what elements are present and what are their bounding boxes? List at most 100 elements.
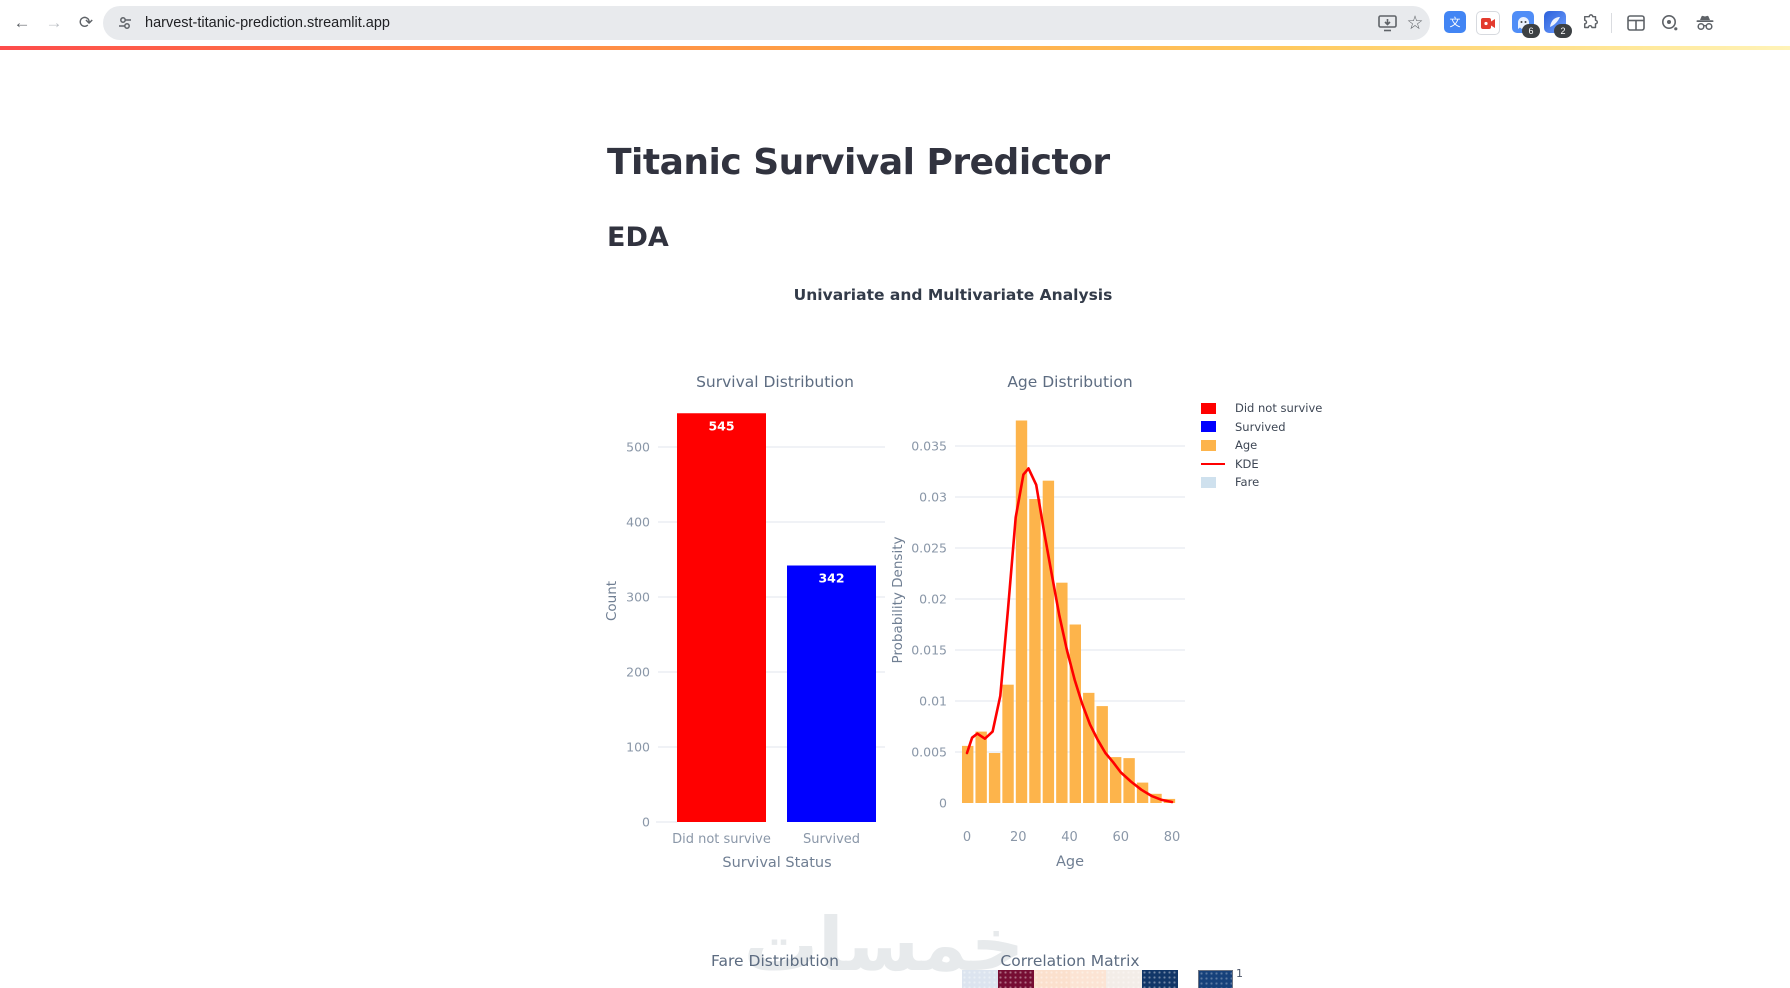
heatmap-cell: [1106, 970, 1142, 988]
legend-item: Did not survive: [1201, 399, 1322, 418]
y-tick-label: 0.01: [919, 694, 947, 709]
figure-suptitle: Univariate and Multivariate Analysis: [793, 286, 1113, 304]
age-hist-bar: [1029, 499, 1041, 803]
y-tick-label: 0.035: [911, 439, 947, 454]
age-hist-bar: [1109, 757, 1122, 803]
legend-label: Age: [1235, 438, 1258, 453]
bar-value-label: 545: [708, 418, 734, 433]
y-tick-label: 0.005: [911, 745, 947, 760]
legend-item: Age: [1201, 436, 1322, 455]
correlation-heatmap-top-row: [962, 970, 1178, 988]
y-tick-label: 0: [939, 796, 947, 811]
age-hist-bar: [962, 745, 974, 803]
bar-value-label: 342: [818, 571, 844, 586]
legend-item: KDE: [1201, 455, 1322, 474]
age-hist-bar: [1150, 793, 1162, 803]
survival-bar: [677, 413, 766, 822]
age-hist-bar: [1163, 798, 1176, 803]
legend-color-swatch: [1201, 402, 1216, 414]
incognito-profile-icon[interactable]: [1690, 8, 1720, 38]
y-tick-label: 300: [626, 590, 650, 605]
survival-bar: [787, 565, 876, 822]
y-tick-label: 0: [642, 815, 650, 830]
x-tick-label: 60: [1112, 830, 1129, 845]
legend-color-swatch: [1201, 439, 1216, 451]
y-tick-label: 100: [626, 740, 650, 755]
y-tick-label: 0.03: [919, 490, 947, 505]
y-tick-label: 0.02: [919, 592, 947, 607]
forward-button[interactable]: →: [40, 9, 68, 37]
toolbar-divider: [1611, 13, 1612, 33]
legend-label: Fare: [1235, 475, 1260, 490]
age-chart-title: Age Distribution: [1007, 373, 1132, 391]
survival-chart-title: Survival Distribution: [696, 373, 854, 391]
heatmap-colorbar: [1198, 970, 1233, 988]
watermark-text: خمسات: [743, 902, 1025, 988]
pink-ghost-extension-icon[interactable]: 6: [1512, 11, 1540, 38]
survival-xlabel: Survival Status: [722, 855, 831, 871]
age-hist-bar: [1042, 480, 1055, 803]
extensions-puzzle-icon[interactable]: [1576, 8, 1606, 38]
legend-label: Survived: [1235, 419, 1286, 434]
url-text: harvest-titanic-prediction.streamlit.app: [145, 15, 390, 31]
legend-item: Fare: [1201, 473, 1322, 492]
x-tick-label: 0: [963, 830, 971, 845]
page-title: Titanic Survival Predictor: [607, 142, 1110, 183]
age-ylabel: Probability Density: [890, 537, 906, 664]
extension-badge: 2: [1554, 24, 1572, 38]
x-tick-label: 40: [1061, 830, 1078, 845]
address-bar[interactable]: harvest-titanic-prediction.streamlit.app: [103, 6, 1430, 40]
x-category-label: Survived: [803, 832, 860, 847]
reload-button[interactable]: ⟳: [72, 9, 100, 37]
legend-color-swatch: [1201, 421, 1216, 433]
x-tick-label: 80: [1164, 830, 1181, 845]
side-panel-grid-icon[interactable]: [1621, 8, 1651, 38]
x-tick-label: 20: [1010, 830, 1027, 845]
translate-extension-icon[interactable]: 文: [1444, 11, 1466, 33]
age-chart-legend: Did not survive Survived Age KDE Fare: [1201, 399, 1322, 492]
age-hist-bar: [1083, 692, 1095, 803]
bookmark-star-icon[interactable]: ☆: [1406, 12, 1424, 34]
y-tick-label: 0.025: [911, 541, 947, 556]
browser-toolbar: ← → ⟳ harvest-titanic-prediction.streaml…: [0, 0, 1790, 46]
legend-label: KDE: [1235, 456, 1259, 471]
age-hist-bar: [1015, 420, 1028, 803]
fare-distribution-title: Fare Distribution: [711, 952, 839, 970]
y-tick-label: 400: [626, 515, 650, 530]
age-hist-bar: [1056, 582, 1068, 803]
extension-badge: 6: [1522, 24, 1540, 38]
screen-recorder-extension-icon[interactable]: [1476, 11, 1500, 35]
correlation-matrix-title: Correlation Matrix: [1000, 952, 1140, 970]
age-hist-bar: [988, 753, 1001, 803]
y-tick-label: 500: [626, 440, 650, 455]
y-tick-label: 0.015: [911, 643, 947, 658]
heatmap-cell: [998, 970, 1034, 988]
age-hist-bar: [1096, 706, 1108, 803]
age-hist-bar: [1123, 758, 1135, 803]
legend-label: Did not survive: [1235, 401, 1323, 416]
heatmap-cell: [1034, 970, 1070, 988]
legend-color-swatch: [1201, 476, 1216, 488]
back-button[interactable]: ←: [8, 9, 36, 37]
age-hist-bar: [975, 731, 987, 803]
age-hist-bar: [1069, 624, 1081, 803]
heatmap-cell: [962, 970, 998, 988]
section-heading-eda: EDA: [607, 222, 669, 253]
site-settings-icon[interactable]: [117, 15, 133, 31]
streamlit-decoration-bar: [0, 46, 1790, 50]
streamlit-app-page: Titanic Survival Predictor EDA Univariat…: [0, 50, 1790, 988]
age-hist-bar: [1136, 782, 1149, 803]
heatmap-cell: [1142, 970, 1178, 988]
age-xlabel: Age: [1056, 854, 1084, 870]
legend-item: Survived: [1201, 418, 1322, 437]
heatmap-cell: [1070, 970, 1106, 988]
x-category-label: Did not survive: [672, 832, 771, 847]
install-app-icon[interactable]: [1372, 8, 1402, 38]
blue-extension-icon[interactable]: 2: [1544, 11, 1572, 38]
age-hist-bar: [1002, 684, 1014, 803]
y-tick-label: 200: [626, 665, 650, 680]
survival-ylabel: Count: [604, 581, 620, 621]
kde-curve: [965, 467, 1174, 804]
screen-capture-lens-icon[interactable]: [1655, 8, 1685, 38]
